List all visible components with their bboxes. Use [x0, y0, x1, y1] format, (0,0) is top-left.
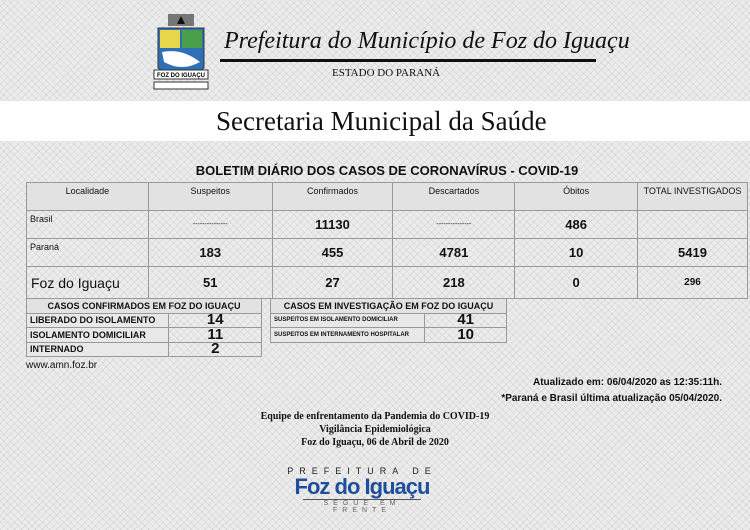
confirmed-title: CASOS CONFIRMADOS EM FOZ DO IGUAÇU: [26, 298, 262, 314]
column-header: TOTAL INVESTIGADOS: [637, 182, 748, 211]
investigation-title: CASOS EM INVESTIGAÇÃO EM FOZ DO IGUAÇU: [270, 298, 507, 314]
city-logo: PREFEITURA DE Foz do Iguaçu SEGUE EM FRE…: [287, 466, 437, 514]
update-note: *Paraná e Brasil última atualização 05/0…: [501, 393, 722, 404]
cell: 183: [147, 238, 273, 267]
cell: ISOLAMENTO DOMICILIAR: [25, 327, 170, 343]
logo-main: Foz do Iguaçu: [294, 474, 431, 499]
cell: Foz do Iguaçu: [26, 266, 149, 299]
city-hall-title: Prefeitura do Município de Foz do Iguaçu: [224, 28, 630, 54]
cell: 0: [514, 266, 639, 299]
svg-text:FOZ DO IGUAÇU: FOZ DO IGUAÇU: [157, 73, 205, 79]
cell: 2: [168, 342, 262, 357]
department-band: [0, 101, 750, 141]
cell: 10: [424, 327, 507, 343]
cases-table: Localidade Suspeitos Confirmados Descart…: [26, 182, 748, 299]
table-row: SUSPEITOS EM INTERNAMENTO HOSPITALAR 10: [269, 327, 507, 343]
cell: [637, 210, 748, 239]
cell: LIBERADO DO ISOLAMENTO: [25, 312, 170, 328]
table-row: LIBERADO DO ISOLAMENTO 14: [25, 312, 262, 328]
footer-credits: Equipe de enfrentamento da Pandemia do C…: [0, 410, 750, 449]
coat-of-arms-logo: FOZ DO IGUAÇU: [153, 14, 209, 90]
confirmed-table: CASOS CONFIRMADOS EM FOZ DO IGUAÇU LIBER…: [25, 298, 262, 357]
cell: 486: [514, 210, 639, 239]
table-row: ISOLAMENTO DOMICILIAR 11: [25, 327, 262, 343]
department-title: Secretaria Municipal da Saúde: [216, 106, 547, 136]
logo-tagline: SEGUE EM FRENTE: [303, 499, 421, 514]
table-row: Paraná 183 455 4781 10 5419: [26, 238, 748, 267]
cell: 51: [147, 266, 273, 299]
column-header: Suspeitos: [147, 182, 273, 211]
cell: 296: [637, 266, 748, 299]
cell: 4781: [392, 238, 516, 267]
footer-line: Vigilância Epidemiológica: [319, 424, 431, 435]
footer-line: Foz do Iguaçu, 06 de Abril de 2020: [301, 437, 449, 448]
cell: SUSPEITOS EM INTERNAMENTO HOSPITALAR: [269, 327, 426, 343]
table-row: Brasil --------------- 11130 -----------…: [26, 210, 748, 239]
cell: 14: [168, 313, 262, 328]
updated-text: Atualizado em: 06/04/2020 as 12:35:11h.: [533, 377, 722, 388]
website-link[interactable]: www.amn.foz.br: [26, 360, 98, 371]
cell: Brasil: [26, 210, 149, 239]
cell: ---------------: [392, 210, 516, 239]
table-row: Foz do Iguaçu 51 27 218 0 296: [26, 266, 748, 299]
cell: SUSPEITOS EM ISOLAMENTO DOMICILIAR: [269, 312, 426, 328]
column-header: Confirmados: [271, 182, 394, 211]
logo-top: PREFEITURA DE: [287, 466, 437, 476]
cell: 218: [392, 266, 516, 299]
cell: 10: [514, 238, 639, 267]
column-header: Descartados: [392, 182, 516, 211]
table-row: INTERNADO 2: [25, 341, 262, 357]
state-subtitle: ESTADO DO PARANÁ: [332, 67, 441, 79]
cell: 11130: [271, 210, 394, 239]
cell: Paraná: [26, 238, 149, 267]
column-header: Localidade: [26, 182, 149, 211]
investigation-table: CASOS EM INVESTIGAÇÃO EM FOZ DO IGUAÇU S…: [269, 298, 507, 343]
column-header: Óbitos: [514, 182, 639, 211]
table-header-row: Localidade Suspeitos Confirmados Descart…: [26, 182, 748, 211]
cell: 27: [271, 266, 394, 299]
cell: 5419: [637, 238, 748, 267]
cell: 455: [271, 238, 394, 267]
cell: INTERNADO: [25, 341, 170, 357]
footer-line: Equipe de enfrentamento da Pandemia do C…: [260, 411, 490, 422]
header-divider: [220, 59, 596, 62]
bulletin-title: BOLETIM DIÁRIO DOS CASOS DE CORONAVÍRUS …: [195, 163, 579, 178]
table-row: SUSPEITOS EM ISOLAMENTO DOMICILIAR 41: [269, 312, 507, 328]
cell: ---------------: [147, 210, 273, 239]
update-info: Atualizado em: 06/04/2020 as 12:35:11h. …: [501, 375, 722, 407]
